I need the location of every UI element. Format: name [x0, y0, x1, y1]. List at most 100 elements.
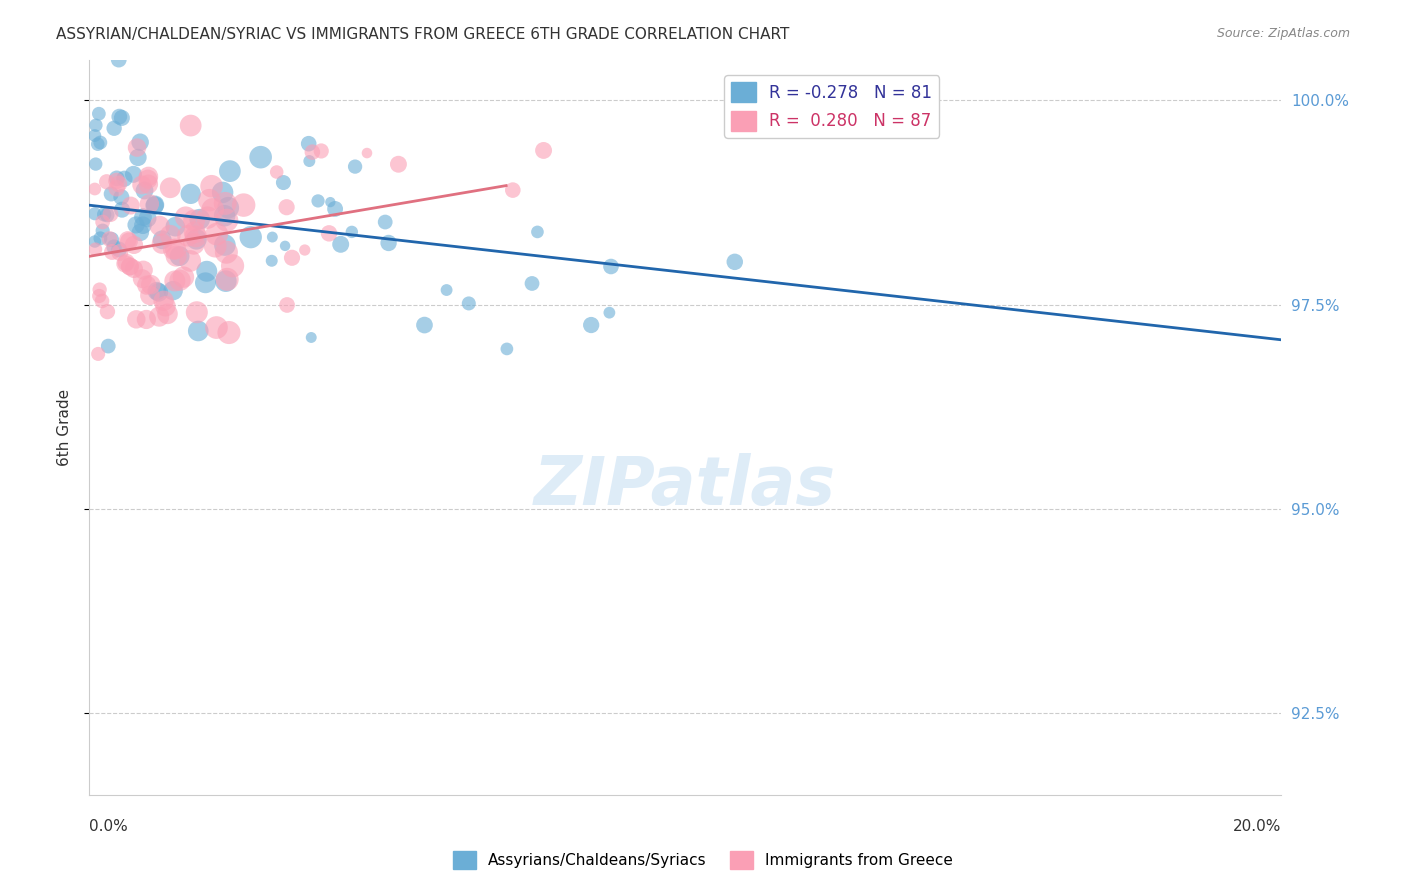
- Point: [122, 261, 145, 276]
- Point: [83, 128, 105, 143]
- Point: [143, 198, 166, 212]
- Point: [131, 271, 153, 285]
- Point: [340, 225, 363, 239]
- Point: [200, 179, 222, 194]
- Point: [132, 218, 155, 232]
- Point: [83, 235, 105, 249]
- Point: [344, 160, 367, 174]
- Point: [127, 150, 149, 164]
- Point: [131, 178, 153, 192]
- Point: [122, 238, 145, 252]
- Point: [266, 165, 288, 179]
- Point: [108, 245, 131, 260]
- Point: [135, 278, 157, 293]
- Point: [105, 174, 128, 188]
- Point: [108, 243, 131, 257]
- Point: [162, 243, 184, 257]
- Point: [132, 263, 155, 277]
- Point: [299, 330, 322, 344]
- Point: [214, 238, 236, 252]
- Point: [273, 176, 295, 190]
- Point: [221, 259, 243, 273]
- Point: [387, 157, 409, 171]
- Point: [91, 224, 114, 238]
- Point: [87, 347, 110, 361]
- Point: [520, 277, 543, 291]
- Point: [117, 233, 139, 247]
- Point: [91, 293, 114, 308]
- Point: [377, 235, 399, 250]
- Point: [138, 169, 160, 184]
- Point: [162, 284, 184, 298]
- Point: [598, 306, 620, 320]
- Point: [276, 200, 298, 214]
- Point: [148, 285, 170, 300]
- Point: [198, 193, 221, 207]
- Point: [91, 215, 114, 229]
- Text: ASSYRIAN/CHALDEAN/SYRIAC VS IMMIGRANTS FROM GREECE 6TH GRADE CORRELATION CHART: ASSYRIAN/CHALDEAN/SYRIAC VS IMMIGRANTS F…: [56, 27, 790, 42]
- Point: [239, 230, 262, 244]
- Point: [307, 194, 329, 208]
- Point: [179, 254, 201, 268]
- Point: [87, 106, 110, 120]
- Point: [83, 182, 105, 196]
- Point: [215, 245, 238, 260]
- Point: [149, 219, 172, 233]
- Point: [139, 277, 162, 292]
- Point: [262, 230, 284, 244]
- Point: [219, 164, 242, 178]
- Point: [218, 326, 240, 340]
- Point: [217, 201, 239, 215]
- Point: [172, 270, 194, 285]
- Point: [188, 212, 211, 227]
- Point: [152, 293, 174, 308]
- Point: [105, 181, 128, 195]
- Point: [165, 249, 187, 263]
- Text: 20.0%: 20.0%: [1233, 819, 1281, 834]
- Point: [183, 236, 205, 251]
- Point: [136, 211, 159, 226]
- Text: Source: ZipAtlas.com: Source: ZipAtlas.com: [1216, 27, 1350, 40]
- Point: [274, 239, 297, 253]
- Point: [125, 140, 148, 154]
- Point: [122, 167, 145, 181]
- Point: [374, 215, 396, 229]
- Point: [205, 227, 228, 241]
- Point: [105, 171, 128, 186]
- Point: [211, 186, 233, 200]
- Point: [89, 136, 111, 150]
- Point: [232, 198, 254, 212]
- Point: [249, 150, 271, 164]
- Text: ZIPatlas: ZIPatlas: [534, 453, 837, 519]
- Point: [180, 186, 202, 201]
- Point: [318, 227, 340, 241]
- Point: [148, 310, 170, 324]
- Point: [96, 208, 118, 222]
- Point: [108, 110, 131, 124]
- Point: [301, 145, 323, 160]
- Point: [134, 184, 156, 198]
- Point: [298, 154, 321, 169]
- Text: 0.0%: 0.0%: [89, 819, 128, 834]
- Point: [180, 119, 202, 133]
- Point: [600, 260, 623, 274]
- Point: [107, 53, 129, 67]
- Point: [120, 198, 142, 212]
- Y-axis label: 6th Grade: 6th Grade: [58, 389, 72, 466]
- Point: [135, 312, 157, 326]
- Point: [215, 213, 238, 227]
- Point: [89, 231, 111, 245]
- Point: [260, 253, 283, 268]
- Point: [146, 284, 169, 298]
- Point: [118, 235, 141, 249]
- Point: [101, 244, 124, 259]
- Point: [115, 255, 138, 269]
- Point: [108, 177, 131, 191]
- Point: [87, 137, 110, 152]
- Point: [100, 232, 122, 246]
- Point: [204, 239, 226, 253]
- Point: [103, 121, 125, 136]
- Point: [217, 272, 239, 286]
- Point: [298, 136, 321, 151]
- Point: [205, 320, 228, 334]
